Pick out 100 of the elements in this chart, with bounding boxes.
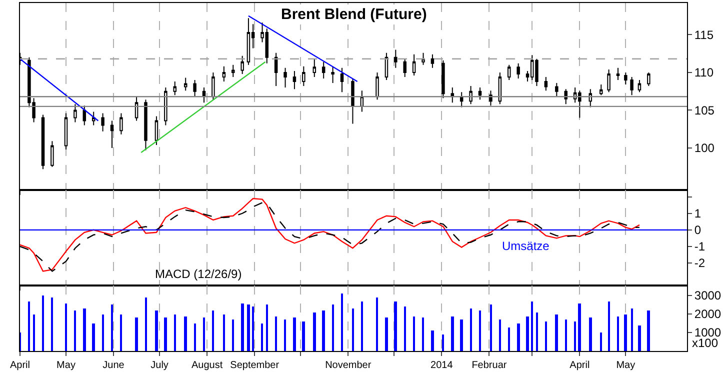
bar — [647, 310, 650, 351]
bar — [470, 308, 472, 351]
candlestick — [246, 18, 250, 66]
candlestick — [92, 111, 96, 126]
y-tick-label: 100 — [694, 141, 715, 156]
candlestick — [489, 90, 492, 106]
candlestick — [74, 104, 77, 123]
annotation: Umsätze — [502, 239, 550, 253]
bar — [293, 317, 296, 351]
x-tick-label: September — [230, 360, 280, 371]
bar — [589, 317, 592, 351]
x-tick-label: 2014 — [430, 360, 454, 371]
x-tick-label: April — [570, 360, 590, 371]
bar — [536, 312, 538, 351]
candlestick — [600, 84, 603, 96]
candlestick — [544, 76, 548, 92]
candlestick — [351, 78, 354, 124]
candlestick — [555, 82, 558, 98]
bar — [261, 323, 263, 351]
chart-title: Brent Blend (Future) — [281, 6, 427, 23]
bar — [545, 321, 547, 351]
x-tick-label: May — [616, 360, 636, 371]
candlestick — [193, 80, 196, 98]
bar — [266, 304, 268, 351]
bar — [385, 317, 388, 351]
x-tick-label: August — [192, 360, 223, 371]
candlestick — [154, 116, 158, 146]
bar — [145, 297, 147, 351]
candlestick — [422, 52, 425, 66]
bar — [341, 293, 343, 351]
bar — [203, 317, 205, 351]
bar — [247, 304, 250, 351]
bar — [600, 332, 602, 351]
bar — [490, 304, 492, 351]
bar — [174, 314, 176, 351]
candlestick — [624, 72, 628, 86]
bar — [184, 316, 187, 351]
candlestick — [134, 96, 138, 122]
bar — [275, 316, 277, 351]
bar — [555, 314, 558, 351]
y-tick-label: -2 — [694, 256, 706, 270]
bar — [479, 310, 481, 351]
bar — [83, 308, 86, 351]
candlestick — [469, 86, 472, 105]
candlestick — [202, 87, 206, 104]
x-tick-label: July — [150, 360, 168, 371]
bar — [42, 295, 44, 351]
candlestick — [302, 66, 306, 87]
bar — [111, 304, 113, 351]
candlestick — [222, 66, 226, 82]
bar — [252, 306, 254, 351]
bar — [241, 303, 244, 351]
candlestick — [508, 64, 511, 81]
candlestick — [412, 54, 416, 76]
bar — [574, 321, 576, 351]
bar — [194, 323, 196, 351]
candlestick — [110, 120, 114, 148]
candlestick — [498, 72, 502, 105]
candlestick — [630, 76, 634, 96]
bar — [361, 301, 363, 351]
bar — [608, 301, 610, 351]
candlestick — [101, 112, 104, 132]
bar — [212, 310, 214, 351]
bar — [451, 316, 454, 351]
bar — [526, 316, 529, 351]
bar — [376, 297, 378, 351]
candlestick — [394, 49, 398, 68]
y-tick-label: 2000 — [694, 307, 722, 322]
candlestick — [647, 72, 650, 87]
bar — [322, 310, 325, 351]
y-tick-label: 1 — [694, 206, 702, 221]
y-tick-label: 105 — [694, 103, 715, 118]
candlestick — [460, 92, 464, 108]
candlestick — [82, 105, 86, 126]
candlestick — [616, 67, 620, 81]
y-tick-label: 115 — [694, 28, 714, 42]
candlestick — [64, 112, 68, 150]
bar — [223, 314, 225, 351]
candlestick — [442, 60, 445, 99]
bar — [431, 330, 434, 351]
candlestick — [564, 88, 568, 105]
bar — [617, 316, 619, 351]
bar — [135, 317, 138, 351]
candlestick — [384, 52, 388, 81]
y-tick-label: 3000 — [694, 288, 722, 303]
candlestick — [588, 88, 592, 108]
bar — [565, 319, 567, 351]
x-tick-label: May — [56, 360, 76, 371]
candlestick — [164, 87, 168, 126]
y-tick-label: 0 — [694, 223, 702, 238]
bar — [313, 312, 316, 351]
candlestick — [450, 87, 454, 104]
x-tick-label: November — [325, 360, 372, 371]
bar — [638, 325, 641, 351]
candlestick — [274, 52, 278, 87]
bar — [404, 306, 406, 351]
candlestick — [331, 66, 334, 84]
bar — [531, 301, 533, 351]
candlestick — [516, 62, 520, 79]
candlestick — [41, 114, 45, 170]
